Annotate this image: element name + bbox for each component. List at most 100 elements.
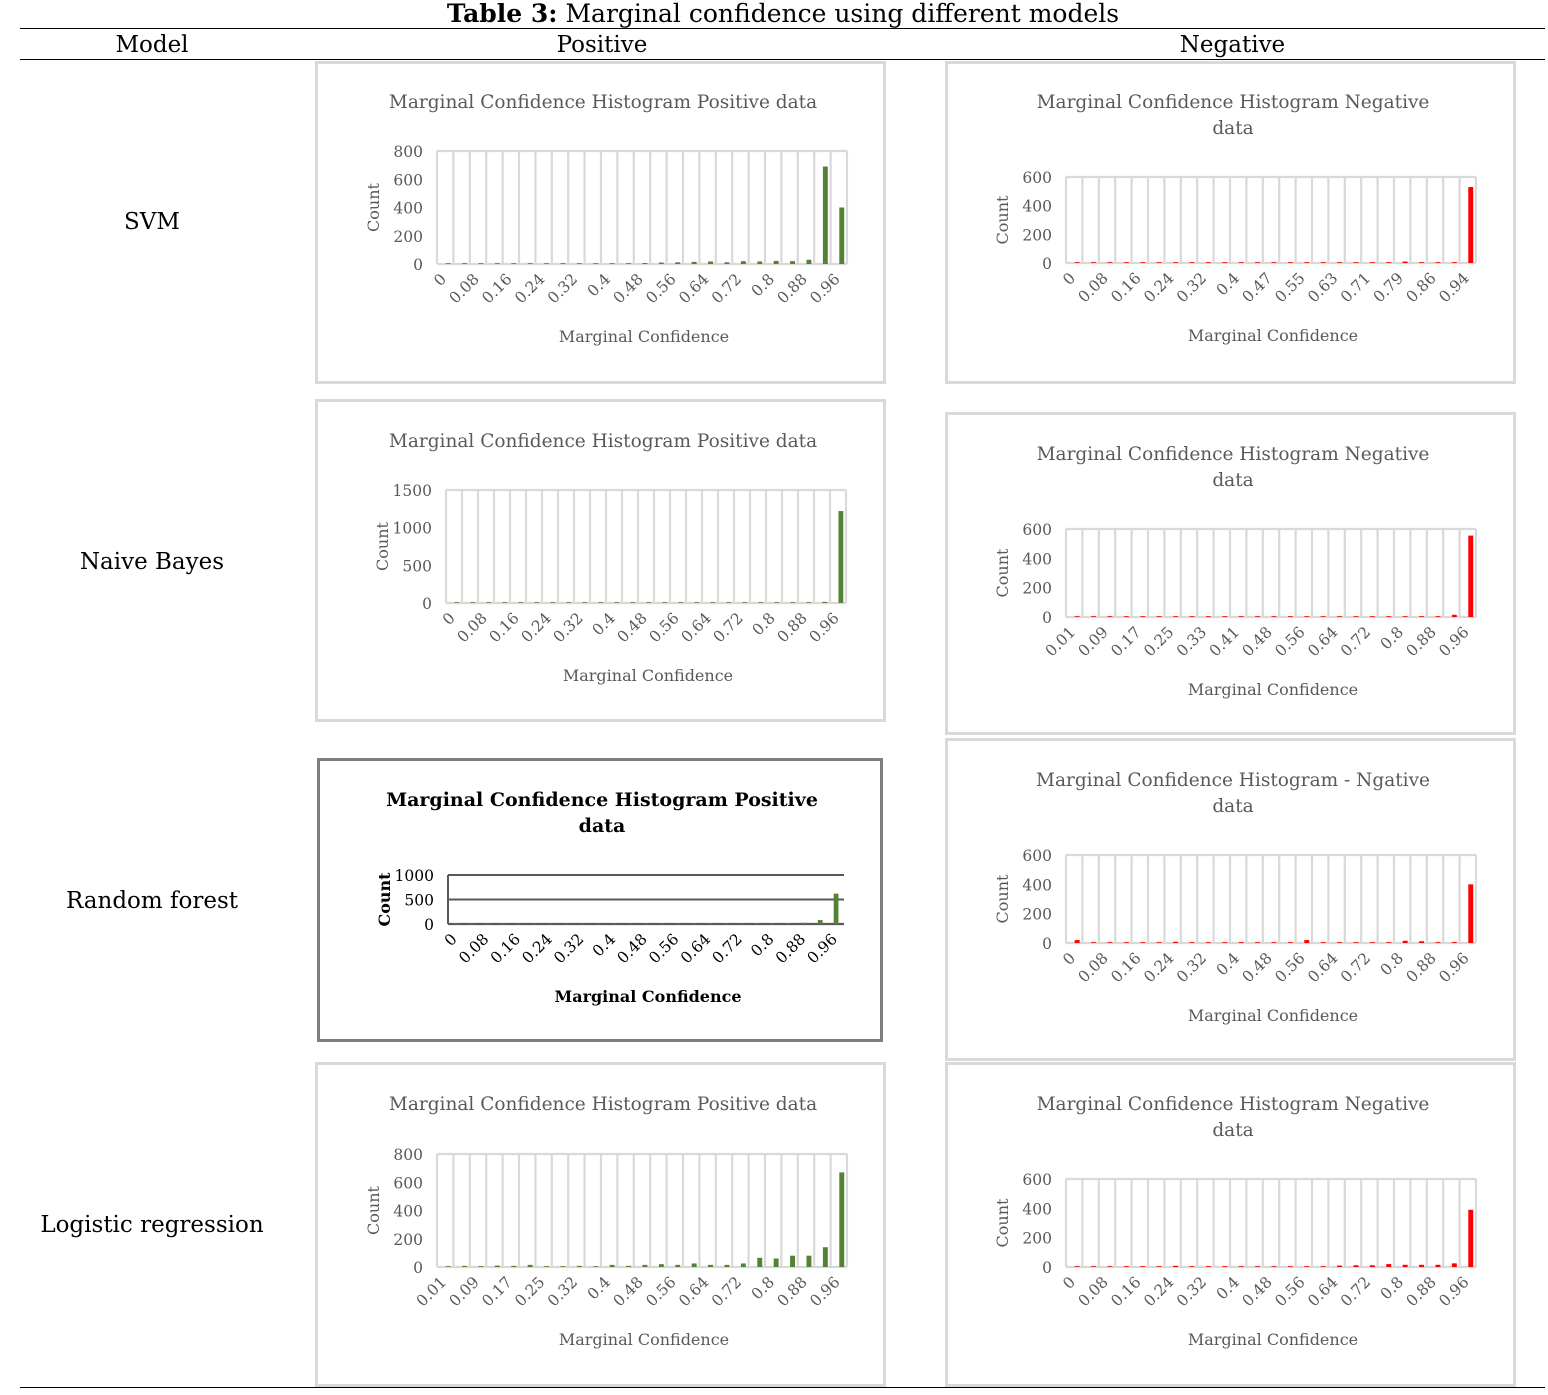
bar: [1287, 942, 1293, 943]
y-tick-label: 400: [393, 200, 423, 218]
x-tick-label: 0.88: [1403, 623, 1440, 660]
bar: [1074, 1266, 1080, 1267]
bar: [710, 602, 716, 603]
x-tick-label: 0.8: [748, 270, 778, 300]
bar: [678, 602, 684, 603]
chart-rf-positive: Marginal Confidence Histogram Positive da…: [317, 758, 883, 1042]
y-axis-title: Count: [993, 1198, 1012, 1247]
bar: [790, 1255, 796, 1267]
bar: [1123, 942, 1129, 943]
bar: [454, 602, 460, 603]
x-tick-label: 0: [1059, 949, 1079, 969]
bar: [1451, 614, 1457, 617]
bar: [1205, 1266, 1211, 1267]
bar: [708, 261, 714, 264]
chart-title: data: [579, 815, 626, 837]
bar: [1468, 1209, 1474, 1267]
bar: [1222, 262, 1228, 263]
x-tick-label: 0.08: [446, 270, 483, 307]
x-tick-label: 0.8: [1377, 949, 1407, 979]
bar: [1123, 1266, 1129, 1267]
bar: [1156, 616, 1162, 617]
x-tick-label: 0.72: [710, 609, 747, 646]
bar: [1369, 262, 1375, 263]
bar: [822, 1247, 828, 1267]
chart-svg: Marginal Confidence Histogram Positive d…: [364, 1094, 849, 1349]
y-tick-label: 600: [1022, 521, 1052, 539]
bar: [1353, 1265, 1359, 1267]
bar: [694, 602, 700, 603]
x-tick-label: 0.33: [1173, 623, 1210, 660]
bar: [1386, 616, 1392, 617]
bar: [1255, 942, 1261, 943]
bar: [1271, 262, 1277, 263]
bar: [486, 602, 492, 603]
chart-title: Marginal Confidence Histogram Positive d…: [389, 1094, 817, 1115]
table-caption: Table 3: Marginal confidence using diffe…: [0, 0, 1548, 28]
bar: [1173, 1265, 1179, 1267]
chart-title: Marginal Confidence Histogram - Ngative: [1036, 770, 1430, 791]
x-tick-label: 0.09: [446, 1273, 483, 1310]
model-label-logistic-regression: Logistic regression: [40, 1212, 264, 1238]
bar: [758, 602, 764, 603]
bar: [1156, 942, 1162, 943]
x-tick-label: 0.88: [774, 270, 811, 307]
bar: [1107, 942, 1113, 943]
x-tick-label: 0.16: [486, 609, 523, 646]
bar: [1320, 942, 1326, 943]
y-tick-label: 200: [1022, 906, 1052, 924]
bar: [627, 923, 633, 924]
y-axis-title: Count: [373, 521, 392, 570]
x-tick-label: 0.56: [645, 930, 682, 967]
bar: [1222, 616, 1228, 617]
bar: [643, 923, 649, 924]
bar: [1074, 940, 1080, 943]
bar: [1238, 616, 1244, 617]
bar: [1074, 262, 1080, 263]
bar: [1123, 616, 1129, 617]
x-tick-label: 0.64: [675, 1273, 712, 1310]
bar: [1091, 942, 1097, 943]
bar: [1435, 616, 1441, 617]
bar: [817, 920, 823, 924]
bar: [1255, 1266, 1261, 1267]
bar: [838, 511, 844, 603]
model-label-random-forest: Random forest: [65, 888, 239, 914]
chart-title: data: [1212, 1120, 1253, 1141]
x-tick-label: 0.24: [511, 270, 548, 307]
x-tick-label: 0.71: [1337, 269, 1374, 306]
y-axis-title: Count: [993, 548, 1012, 597]
x-axis-title: Marginal Confidence: [1188, 680, 1358, 699]
x-tick-label: 0.56: [1271, 949, 1308, 986]
y-tick-label: 600: [393, 1174, 423, 1192]
x-tick-label: 0.72: [1337, 623, 1374, 660]
x-tick-label: 0.32: [1173, 949, 1210, 986]
bar: [1304, 940, 1310, 943]
x-tick-label: 0.56: [642, 270, 679, 307]
x-tick-label: 0.56: [646, 609, 683, 646]
bar: [576, 1265, 582, 1267]
bar: [494, 1265, 500, 1267]
x-tick-label: 0.64: [1304, 949, 1341, 986]
x-tick-label: 0.48: [1239, 949, 1276, 986]
x-tick-label: 0.24: [1140, 949, 1177, 986]
header-positive: Positive: [556, 32, 648, 58]
bar: [1140, 942, 1146, 943]
y-tick-label: 200: [1022, 226, 1052, 244]
y-axis-title: Count: [364, 182, 383, 231]
x-tick-label: 0.88: [774, 1273, 811, 1310]
bar: [1189, 262, 1195, 263]
x-tick-label: 0.88: [772, 930, 809, 967]
x-tick-label: 0.24: [1140, 269, 1177, 306]
bar: [1386, 942, 1392, 943]
bar: [1320, 262, 1326, 263]
chart-rf-negative: Marginal Confidence Histogram - Ngative d…: [945, 738, 1516, 1061]
x-tick-label: 0.96: [1435, 949, 1472, 986]
bar: [1386, 1264, 1392, 1267]
bar: [726, 602, 732, 603]
bar: [1238, 942, 1244, 943]
x-tick-label: 0.32: [544, 1273, 581, 1310]
x-tick-label: 0.56: [642, 1273, 679, 1310]
x-axis-title: Marginal Confidence: [1188, 1330, 1358, 1349]
x-tick-label: 0.32: [550, 930, 587, 967]
